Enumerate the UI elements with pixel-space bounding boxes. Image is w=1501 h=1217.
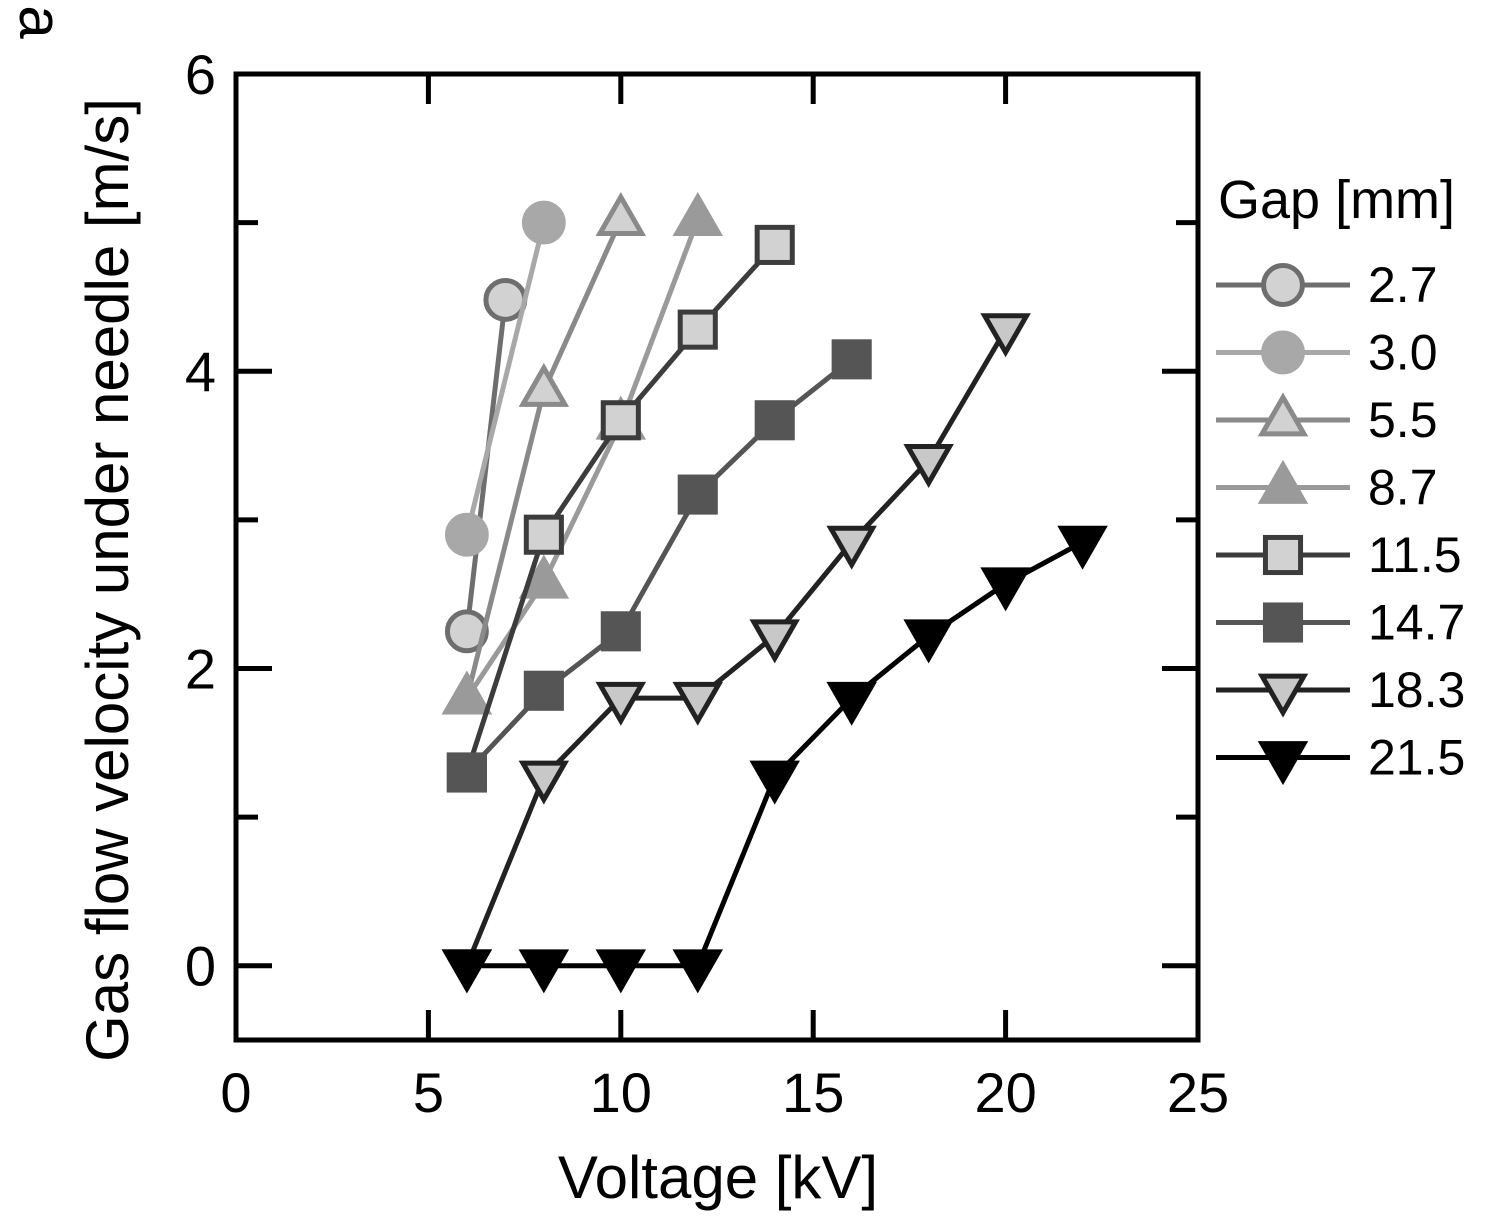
series-18-3 bbox=[441, 313, 1031, 994]
x-tick-label: 20 bbox=[974, 1061, 1036, 1124]
legend-label: 14.7 bbox=[1368, 595, 1465, 651]
legend-label: 18.3 bbox=[1368, 662, 1465, 718]
x-tick-label: 5 bbox=[413, 1061, 444, 1124]
data-point bbox=[980, 313, 1031, 358]
panel-label: a bbox=[7, 5, 74, 39]
data-point bbox=[444, 609, 489, 654]
data-point bbox=[441, 949, 493, 994]
legend-marker bbox=[1257, 673, 1309, 718]
series-11-5 bbox=[446, 224, 795, 793]
plot-area bbox=[441, 192, 1108, 994]
legend-title: Gap [mm] bbox=[1218, 170, 1455, 230]
y-tick-label: 4 bbox=[185, 340, 216, 403]
data-point bbox=[1057, 525, 1108, 570]
data-point bbox=[903, 619, 954, 664]
data-point bbox=[518, 362, 570, 407]
x-axis-title: Voltage [kV] bbox=[558, 1144, 878, 1211]
legend-label: 3.0 bbox=[1368, 325, 1438, 381]
data-point bbox=[831, 339, 872, 380]
legend-marker bbox=[1262, 602, 1304, 643]
data-point bbox=[600, 611, 641, 652]
legend-label: 8.7 bbox=[1368, 460, 1438, 516]
series-line bbox=[466, 539, 1084, 969]
series-line bbox=[464, 222, 547, 536]
data-point bbox=[826, 681, 877, 726]
legend-item: 21.5 bbox=[1216, 730, 1465, 786]
data-point bbox=[672, 949, 724, 994]
data-point bbox=[749, 760, 800, 805]
data-point bbox=[754, 224, 795, 265]
data-point bbox=[518, 949, 570, 994]
legend-item: 18.3 bbox=[1216, 662, 1465, 718]
data-point bbox=[595, 681, 647, 726]
legend-item: 11.5 bbox=[1216, 527, 1462, 583]
y-tick-label: 6 bbox=[185, 43, 216, 106]
legend-marker bbox=[1257, 459, 1309, 504]
legend-item: 14.7 bbox=[1216, 595, 1465, 651]
data-point bbox=[749, 619, 800, 664]
data-point bbox=[446, 752, 487, 793]
y-tick-label: 0 bbox=[185, 935, 216, 998]
legend-label: 11.5 bbox=[1368, 527, 1462, 583]
legend-marker bbox=[1261, 330, 1305, 375]
legend-marker bbox=[1257, 392, 1309, 437]
data-point bbox=[518, 554, 570, 599]
data-point bbox=[595, 949, 647, 994]
legend: Gap [mm] 2.7 3.0 5.5 8.7 11.5 14.7 18.3 21.5 bbox=[1216, 170, 1465, 786]
legend-item: 5.5 bbox=[1216, 392, 1438, 448]
data-point bbox=[677, 309, 718, 350]
axes: 0 5 10 15 20 25 0 2 4 6 bbox=[185, 43, 1229, 1124]
legend-label: 2.7 bbox=[1368, 257, 1438, 313]
series-3-0 bbox=[444, 200, 566, 557]
data-point bbox=[980, 567, 1031, 612]
plot-frame bbox=[233, 71, 1201, 1043]
series-21-5 bbox=[441, 525, 1108, 994]
data-point bbox=[441, 670, 493, 715]
data-point bbox=[672, 681, 724, 726]
data-point bbox=[672, 192, 724, 236]
data-point bbox=[518, 760, 570, 805]
legend-item: 2.7 bbox=[1216, 257, 1438, 313]
x-tick-label: 25 bbox=[1167, 1061, 1229, 1124]
data-point bbox=[826, 525, 877, 570]
x-tick-label: 10 bbox=[590, 1061, 652, 1124]
data-point bbox=[523, 670, 564, 711]
data-point bbox=[444, 512, 489, 557]
data-point bbox=[754, 400, 795, 441]
legend-marker bbox=[1262, 534, 1304, 576]
legend-item: 8.7 bbox=[1216, 460, 1438, 516]
x-tick-label: 0 bbox=[220, 1061, 251, 1124]
data-point bbox=[595, 192, 647, 236]
data-point bbox=[600, 400, 641, 441]
data-point bbox=[523, 514, 564, 555]
legend-marker bbox=[1257, 741, 1309, 786]
y-tick-label: 2 bbox=[185, 637, 216, 700]
legend-label: 21.5 bbox=[1368, 730, 1465, 786]
legend-item: 3.0 bbox=[1216, 325, 1438, 381]
y-axis-title: Gas flow velocity under needle [m/s] bbox=[74, 98, 141, 1062]
legend-marker bbox=[1261, 263, 1305, 307]
data-point bbox=[677, 474, 718, 515]
x-tick-label: 15 bbox=[782, 1061, 844, 1124]
series-line bbox=[464, 218, 701, 700]
series-14-7 bbox=[446, 339, 872, 793]
legend-label: 5.5 bbox=[1368, 392, 1438, 448]
data-point bbox=[903, 444, 954, 489]
data-point bbox=[521, 200, 566, 245]
